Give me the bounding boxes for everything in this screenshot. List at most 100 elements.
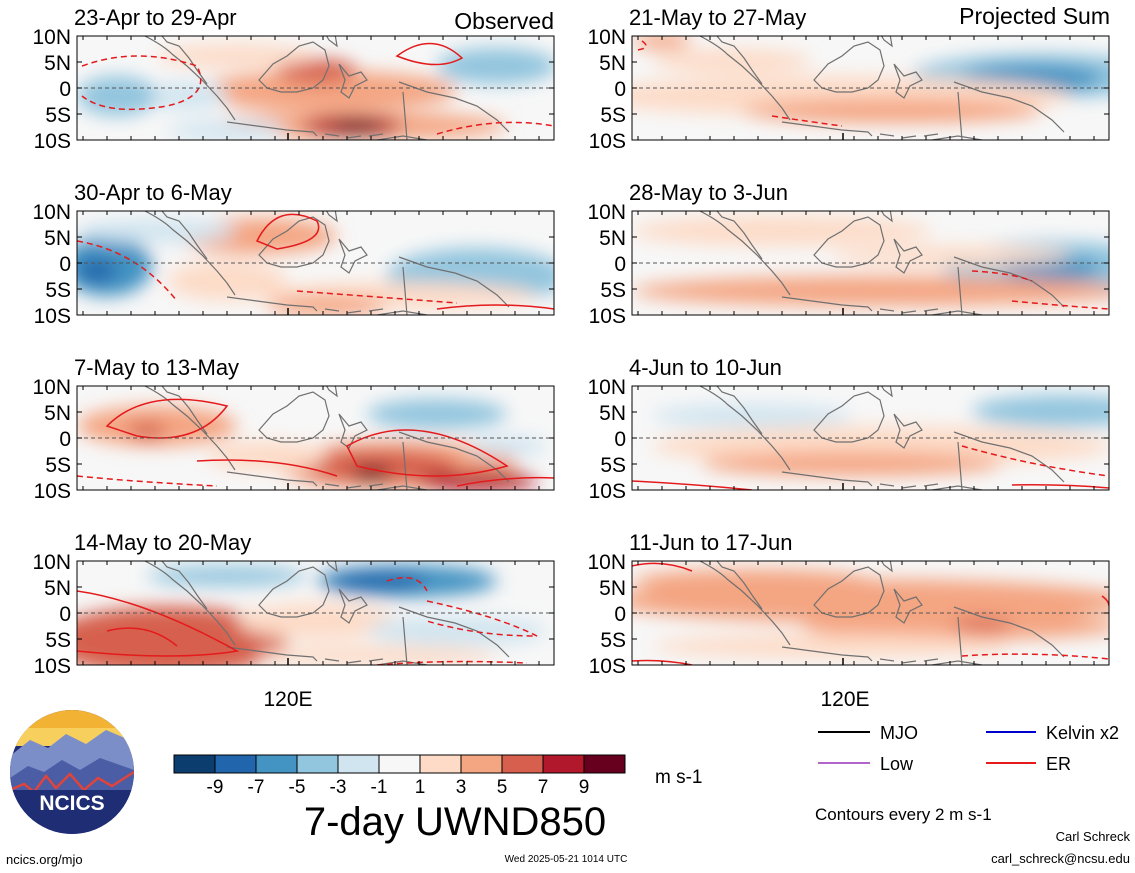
y-tick-label: 10S: [34, 130, 71, 153]
colorbar-units: m s-1: [655, 767, 703, 788]
colorbar-tick-label: -3: [330, 777, 347, 798]
colorbar-swatch: [214, 754, 257, 774]
feature-contour: [369, 660, 528, 665]
feature-contour: [77, 590, 240, 657]
colorbar-tick-label: 1: [415, 777, 426, 798]
wind-anomaly-blob: [332, 119, 382, 133]
wind-anomaly-blob: [327, 571, 427, 591]
logo-text: NCICS: [39, 792, 104, 815]
y-tick-label: 10S: [34, 655, 71, 678]
wind-anomaly-blob: [147, 82, 227, 110]
wind-anomaly-blob: [167, 261, 287, 301]
colorbar-tick-label: -1: [371, 777, 388, 798]
y-tick-label: 5N: [599, 402, 626, 425]
y-tick-label: 10N: [32, 26, 71, 49]
colorbar-swatch: [378, 754, 421, 774]
wind-anomaly-blob: [652, 404, 852, 428]
y-tick-label: 5N: [44, 402, 71, 425]
x-tick-label-right: 120E: [820, 688, 869, 711]
y-tick-label: 10S: [589, 130, 626, 153]
wind-anomaly-blob: [652, 49, 812, 73]
column-header-projected: Projected Sum: [959, 3, 1110, 29]
contour-note: Contours every 2 m s-1: [815, 805, 992, 824]
panel-title: 14-May to 20-May: [74, 530, 251, 555]
wind-anomaly-blob: [652, 634, 1012, 658]
colorbar-swatch: [255, 754, 298, 774]
colorbar-tick-label: -5: [289, 777, 306, 798]
colorbar-swatch: [542, 754, 585, 774]
y-tick-label: 10N: [32, 376, 71, 399]
feature-contour: [196, 459, 338, 477]
legend-label-er: ER: [1046, 754, 1071, 774]
ncics-logo: NCICS: [10, 710, 134, 834]
wind-anomaly-blob: [77, 259, 117, 283]
colorbar-swatch: [337, 754, 380, 774]
map-panel: 10N 5N 0 5S 10S 7-May to 13-May: [32, 355, 555, 503]
colorbar-swatch: [419, 754, 462, 774]
colorbar-tick-label: 5: [497, 777, 508, 798]
y-tick-label: 10S: [34, 305, 71, 328]
x-tick-label-left: 120E: [263, 688, 312, 711]
wind-anomaly-blob: [467, 436, 547, 456]
y-tick-label: 5S: [45, 279, 71, 302]
feature-contour: [971, 270, 1033, 282]
y-tick-label: 5S: [600, 454, 626, 477]
colorbar-swatch: [501, 754, 544, 774]
y-tick-label: 0: [614, 603, 626, 626]
map-panel: 10N 5N 0 5S 10S 21-May to 27-May: [587, 5, 1110, 153]
feature-contour: [1011, 300, 1109, 310]
feature-contour: [771, 115, 843, 127]
y-tick-label: 5N: [599, 227, 626, 250]
feature-contour: [961, 445, 1109, 477]
legend-label-kelvin: Kelvin x2: [1046, 723, 1119, 743]
y-tick-label: 10N: [587, 201, 626, 224]
colorbar-swatch: [173, 754, 216, 774]
map-panel: 10N 5N 0 5S 10S 4-Jun to 10-Jun: [587, 355, 1110, 503]
colorbar-tick-label: -9: [207, 777, 224, 798]
y-tick-label: 5N: [599, 52, 626, 75]
footer-author: Carl Schreck: [1056, 829, 1131, 844]
footer-site: ncics.org/mjo: [6, 852, 83, 867]
legend-label-mjo: MJO: [880, 723, 918, 743]
y-tick-label: 5S: [45, 629, 71, 652]
wind-anomaly-blob: [297, 450, 457, 482]
colorbar-swatch: [296, 754, 339, 774]
wind-anomaly-blob: [742, 99, 1042, 123]
panel-title: 21-May to 27-May: [629, 5, 806, 30]
y-tick-label: 5N: [44, 227, 71, 250]
y-tick-label: 5N: [599, 577, 626, 600]
y-tick-label: 0: [59, 253, 71, 276]
y-tick-label: 10S: [589, 655, 626, 678]
y-tick-label: 5S: [45, 454, 71, 477]
y-tick-label: 5N: [44, 52, 71, 75]
y-tick-label: 5S: [600, 629, 626, 652]
feature-contour: [636, 40, 647, 51]
colorbar-tick-label: 3: [456, 777, 467, 798]
wind-anomaly-blob: [417, 471, 537, 490]
colorbar-swatch: [583, 754, 626, 774]
feature-contour: [77, 240, 178, 302]
y-tick-label: 0: [614, 78, 626, 101]
feature-contour: [632, 480, 753, 490]
map-panel: 10N 5N 0 5S 10S 11-Jun to 17-Jun: [587, 530, 1110, 678]
feature-contour: [346, 429, 509, 477]
wind-anomaly-blob: [632, 36, 692, 49]
panel-title: 30-Apr to 6-May: [74, 180, 232, 205]
wind-anomaly-blob: [952, 619, 1012, 631]
y-tick-label: 10N: [587, 551, 626, 574]
colorbar-tick-label: 9: [579, 777, 590, 798]
wind-anomaly-blob: [197, 71, 457, 111]
y-tick-label: 0: [59, 428, 71, 451]
wind-anomaly-blob: [237, 603, 397, 639]
panel-title: 23-Apr to 29-Apr: [74, 5, 237, 30]
legend: MJO Kelvin x2 Low ER: [818, 723, 1119, 774]
y-tick-label: 0: [614, 428, 626, 451]
wind-anomaly-blob: [352, 466, 392, 482]
panel-title: 11-Jun to 17-Jun: [629, 530, 792, 555]
colorbar-swatch: [460, 754, 503, 774]
wind-anomaly-blob: [77, 76, 157, 116]
y-tick-label: 5S: [45, 104, 71, 127]
y-tick-label: 0: [59, 603, 71, 626]
feature-contour: [395, 42, 464, 66]
